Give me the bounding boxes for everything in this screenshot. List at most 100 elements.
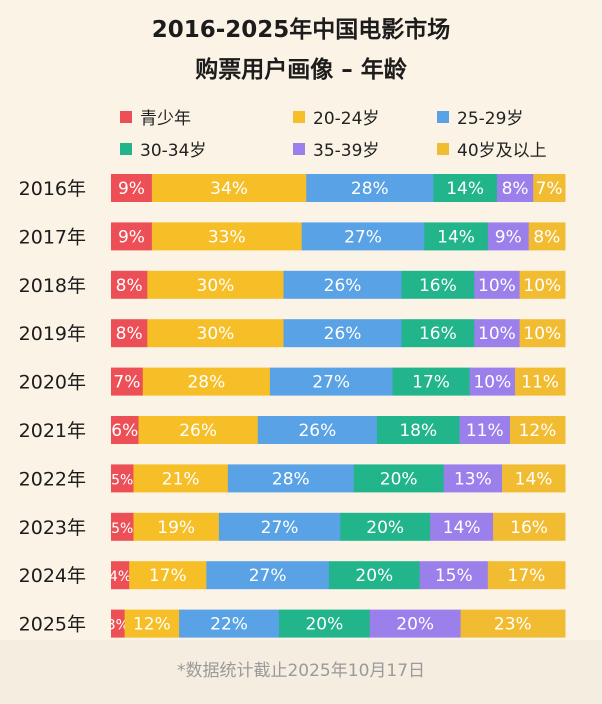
bar-segment (129, 561, 207, 590)
bar-segment (502, 464, 566, 493)
bar-segment (401, 270, 475, 299)
bar-segment (111, 464, 134, 493)
bar-segment (206, 561, 330, 590)
data-label: 7% (113, 373, 140, 393)
bar-segment (151, 222, 303, 251)
bar-segment (419, 561, 489, 590)
category-label: 2017年 (19, 226, 86, 248)
bar-segment (509, 416, 566, 444)
data-label: 8% (116, 324, 143, 344)
data-label: 20% (396, 615, 434, 635)
data-label: 9% (495, 227, 522, 247)
legend-label-20-24: 20-24岁 (313, 109, 380, 129)
bar-segment (111, 222, 153, 251)
data-label: 14% (515, 469, 553, 489)
legend-item-teen: 青少年 (120, 104, 191, 129)
data-label: 11% (466, 421, 504, 441)
legend-item-40-plus: 40岁及以上 (437, 136, 547, 161)
category-label: 2018年 (19, 275, 86, 297)
bar-segment (111, 512, 134, 541)
legend-label-30-34: 30-34岁 (140, 141, 207, 161)
bar-segment (493, 512, 566, 541)
bar-segment (111, 416, 140, 444)
bar-segment (278, 609, 371, 638)
legend-swatch-40-plus (437, 142, 449, 155)
legend-item-20-24: 20-24岁 (293, 104, 379, 129)
bar-segment (111, 367, 144, 396)
data-label: 20% (380, 469, 418, 489)
data-label: 17% (412, 373, 450, 393)
data-label: 28% (351, 179, 389, 199)
legend-item-30-34: 30-34岁 (120, 136, 206, 161)
data-label: 34% (210, 179, 248, 199)
bar-segment (111, 561, 130, 590)
data-label: 16% (419, 276, 457, 296)
data-label: 15% (435, 566, 473, 586)
bar-segment (515, 367, 566, 396)
data-label: 5% (111, 521, 133, 537)
category-label: 2019年 (19, 323, 86, 345)
bar-segment (496, 174, 534, 202)
data-label: 18% (399, 421, 437, 441)
legend-swatch-25-29 (437, 110, 449, 123)
data-label: 27% (249, 566, 287, 586)
category-label: 2025年 (19, 614, 86, 636)
data-label: 26% (324, 324, 362, 344)
bar-segment (111, 270, 148, 299)
legend-label-25-29: 25-29岁 (457, 109, 524, 129)
legend-item-25-29: 25-29岁 (437, 104, 523, 129)
data-label: 27% (312, 373, 350, 393)
data-label: 20% (366, 518, 404, 538)
data-label: 6% (111, 421, 138, 441)
data-label: 23% (494, 615, 532, 635)
data-label: 30% (197, 324, 235, 344)
bar-segment (257, 416, 378, 444)
legend: 青少年 20-24岁 25-29岁 30-34岁 35-39岁 40岁及以上 (0, 0, 602, 161)
data-label: 26% (298, 421, 336, 441)
bar-segment (218, 512, 341, 541)
bar-segment (424, 222, 489, 251)
data-label: 9% (118, 227, 145, 247)
bar-segment (519, 270, 566, 299)
data-label: 26% (324, 276, 362, 296)
legend-swatch-30-34 (120, 142, 132, 155)
data-label: 19% (157, 518, 195, 538)
data-label: 10% (523, 324, 561, 344)
data-label: 16% (510, 518, 548, 538)
legend-swatch-teen (120, 110, 132, 123)
category-label: 2022年 (19, 468, 86, 490)
bar-segment (147, 270, 285, 299)
data-label: 14% (446, 179, 484, 199)
data-label: 27% (261, 518, 299, 538)
data-label: 10% (478, 324, 516, 344)
chart-title-line2: 购票用户画像 – 年龄 (195, 57, 407, 83)
data-label: 30% (197, 276, 235, 296)
bar-segment (133, 464, 229, 493)
legend-swatch-20-24 (293, 110, 305, 123)
data-label: 28% (187, 373, 225, 393)
data-label: 33% (208, 227, 246, 247)
data-label: 21% (162, 469, 200, 489)
data-label: 7% (536, 179, 563, 199)
data-label: 12% (133, 615, 171, 635)
data-label: 10% (478, 276, 516, 296)
bar-segment (474, 270, 521, 299)
data-label: 3% (107, 618, 129, 634)
data-label: 17% (149, 566, 187, 586)
chart-title-line1: 2016-2025年中国电影市场 (151, 17, 451, 43)
data-label: 14% (443, 518, 481, 538)
bar-segment (469, 367, 516, 396)
legend-label-40-plus: 40岁及以上 (457, 141, 547, 161)
legend-item-35-39: 35-39岁 (293, 136, 379, 161)
data-label: 9% (118, 179, 145, 199)
data-label: 5% (111, 472, 133, 488)
bar-segment (227, 464, 355, 493)
bar-segment (474, 319, 521, 348)
bar-segment (138, 416, 259, 444)
bar-segment (443, 464, 503, 493)
bar-segment (528, 222, 566, 251)
bar-segment (340, 512, 431, 541)
data-label: 11% (521, 373, 559, 393)
bar-segment (124, 609, 180, 638)
data-label: 26% (179, 421, 217, 441)
